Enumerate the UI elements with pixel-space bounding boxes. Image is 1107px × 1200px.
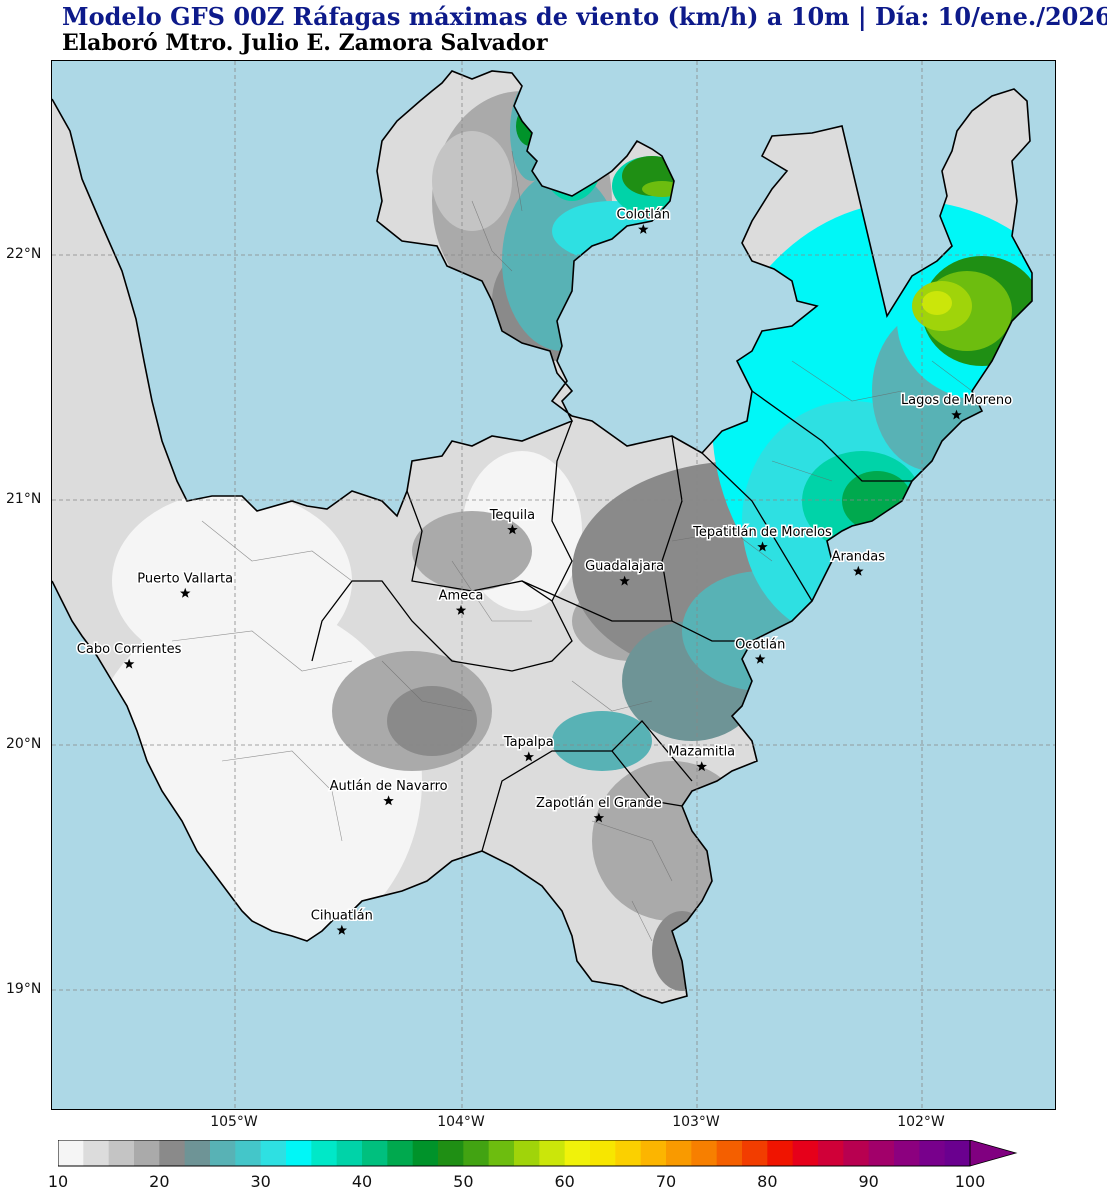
city-label: Colotlán [617,208,671,223]
city-star-marker [853,565,864,576]
city-star-marker [757,541,768,552]
colorbar-tick-label: 20 [149,1172,170,1191]
colorbar-cell [843,1140,870,1166]
colorbar-cell [336,1140,363,1166]
city-star-marker [951,409,962,420]
colorbar-cell [742,1140,768,1166]
city-star-marker [523,751,534,762]
colorbar-tick-label: 70 [655,1172,677,1191]
map-title: Modelo GFS 00Z Ráfagas máximas de viento… [62,2,1107,31]
city-star-marker [180,587,191,598]
city-star-marker [754,653,766,664]
colorbar-cell [184,1140,211,1166]
colorbar-extend-arrow [969,1140,1018,1167]
city-star-marker [507,524,518,535]
colorbar-cell [919,1140,946,1166]
colorbar-cell [868,1140,895,1166]
city-star-marker [619,575,630,586]
colorbar-cell [615,1140,642,1166]
colorbar-cell [488,1140,515,1166]
lat-label-21: 21°N [6,491,42,507]
colorbar-cell [691,1140,718,1166]
map-panel: Colotlán Lagos de Moreno Tequila Tepatitlán… [51,60,1056,1110]
colorbar-tick-label: 90 [858,1172,879,1191]
colorbar-cell [159,1140,186,1166]
colorbar-cell [108,1140,135,1166]
city-star-marker [696,761,707,772]
city-label: Arandas [832,549,886,564]
colorbar-cell [134,1140,160,1166]
colorbar-cell [210,1140,236,1166]
city-star-marker [593,812,605,823]
colorbar-tick-label: 60 [554,1172,575,1191]
city-label: Tapalpa [503,735,554,750]
colorbar-cell [362,1140,388,1166]
colorbar-cell [590,1140,616,1166]
lon-label-103: 103°W [672,1114,720,1130]
colorbar-cell [412,1140,439,1166]
city-label: Tepatitlán de Morelos [692,525,832,540]
city-label: Guadalajara [585,559,664,574]
colorbar-tick-label: 50 [453,1172,474,1191]
city-label: Tequila [489,508,535,523]
colorbar-cell [818,1140,844,1166]
lat-label-20: 20°N [6,736,42,752]
colorbar-cell [463,1140,490,1166]
lat-label-19: 19°N [6,981,42,997]
colorbar-tick-label: 40 [351,1172,373,1191]
colorbar-cell [944,1140,971,1166]
city-label: Autlán de Navarro [330,779,448,794]
colorbar-cell [640,1140,667,1166]
colorbar-cell [260,1140,287,1166]
colorbar-cell [564,1140,591,1166]
city-label: Ocotlán [735,637,785,652]
lat-label-22: 22°N [6,246,42,262]
colorbar-cell [387,1140,414,1166]
lon-label-104: 104°W [437,1114,485,1130]
colorbar-tick-label: 100 [954,1172,986,1191]
city-label: Cihuatlán [311,908,373,923]
city-star-marker [455,604,467,615]
author-credit: Elaboró Mtro. Julio E. Zamora Salvador [62,30,548,56]
colorbar-cell [83,1140,110,1166]
colorbar-cell [235,1140,262,1166]
colorbar [58,1140,1018,1167]
municipal-boundaries [171,150,973,942]
city-markers: Colotlán Lagos de Moreno Tequila Tepatitlán… [75,206,1014,935]
city-star-marker [123,658,135,669]
city-label: Lagos de Moreno [901,393,1012,408]
city-star-marker [336,924,347,935]
colorbar-tick-label: 80 [757,1172,778,1191]
colorbar-cell [311,1140,338,1166]
city-label: Mazamitla [668,745,735,760]
colorbar-cell [716,1140,743,1166]
region-boundaries [311,390,912,852]
colorbar-cell [286,1140,312,1166]
colorbar-cell [539,1140,566,1166]
colorbar-cell [666,1140,692,1166]
city-label: Ameca [439,588,484,603]
lon-label-102: 102°W [897,1114,945,1130]
gridlines [52,61,1055,1109]
city-label: Zapotlán el Grande [536,796,662,811]
colorbar-cell [514,1140,540,1166]
state-boundary [52,70,1033,1004]
colorbar-cell [438,1140,464,1166]
city-label: Puerto Vallarta [137,571,233,586]
map-svg: Colotlán Lagos de Moreno Tequila Tepatitlán… [52,61,1055,1109]
lon-label-105: 105°W [210,1114,258,1130]
colorbar-cell [894,1140,920,1166]
colorbar-cell [767,1140,794,1166]
city-label: Cabo Corrientes [77,642,182,657]
colorbar-cell [792,1140,819,1166]
city-star-marker [638,224,649,234]
city-star-marker [383,795,394,806]
colorbar-cell [58,1140,84,1166]
colorbar-tick-label: 30 [250,1172,271,1191]
colorbar-tick-label: 10 [47,1172,69,1191]
